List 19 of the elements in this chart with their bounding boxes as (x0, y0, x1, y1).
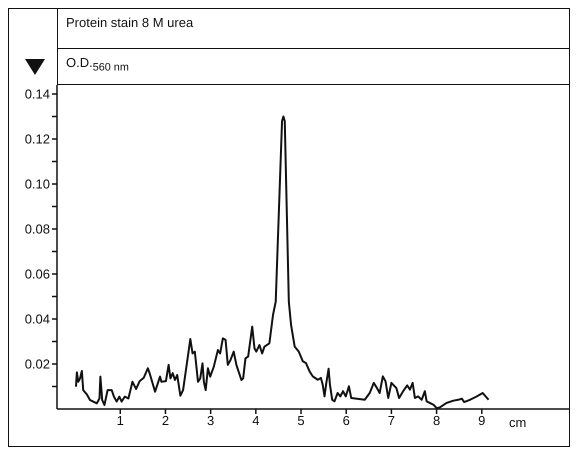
chart-title: Protein stain 8 M urea (57, 9, 569, 49)
x-tick-label: 8 (432, 413, 440, 428)
y-tick-label: 0.12 (24, 132, 50, 147)
x-tick-label: 9 (478, 413, 486, 428)
x-tick-label: 4 (252, 413, 260, 428)
y-tick-label: 0.02 (24, 356, 50, 372)
y-tick-label: 0.04 (24, 312, 50, 327)
y-tick-label: 0.08 (24, 222, 50, 237)
y-axis-title: O.D.$_{560 nm}$ (57, 49, 569, 85)
x-tick-label: 1 (116, 413, 124, 428)
y-tick-label: 0.10 (24, 176, 50, 192)
y-tick-label: 0.14 (24, 86, 50, 102)
x-tick-label: 2 (162, 413, 170, 428)
x-axis-title: cm (509, 415, 526, 430)
y-tick-label: 0.06 (24, 266, 50, 282)
x-tick-label: 5 (297, 413, 305, 428)
x-tick-label: 6 (342, 413, 350, 428)
x-tick-label: 3 (207, 413, 214, 428)
x-tick-label: 7 (388, 413, 396, 428)
